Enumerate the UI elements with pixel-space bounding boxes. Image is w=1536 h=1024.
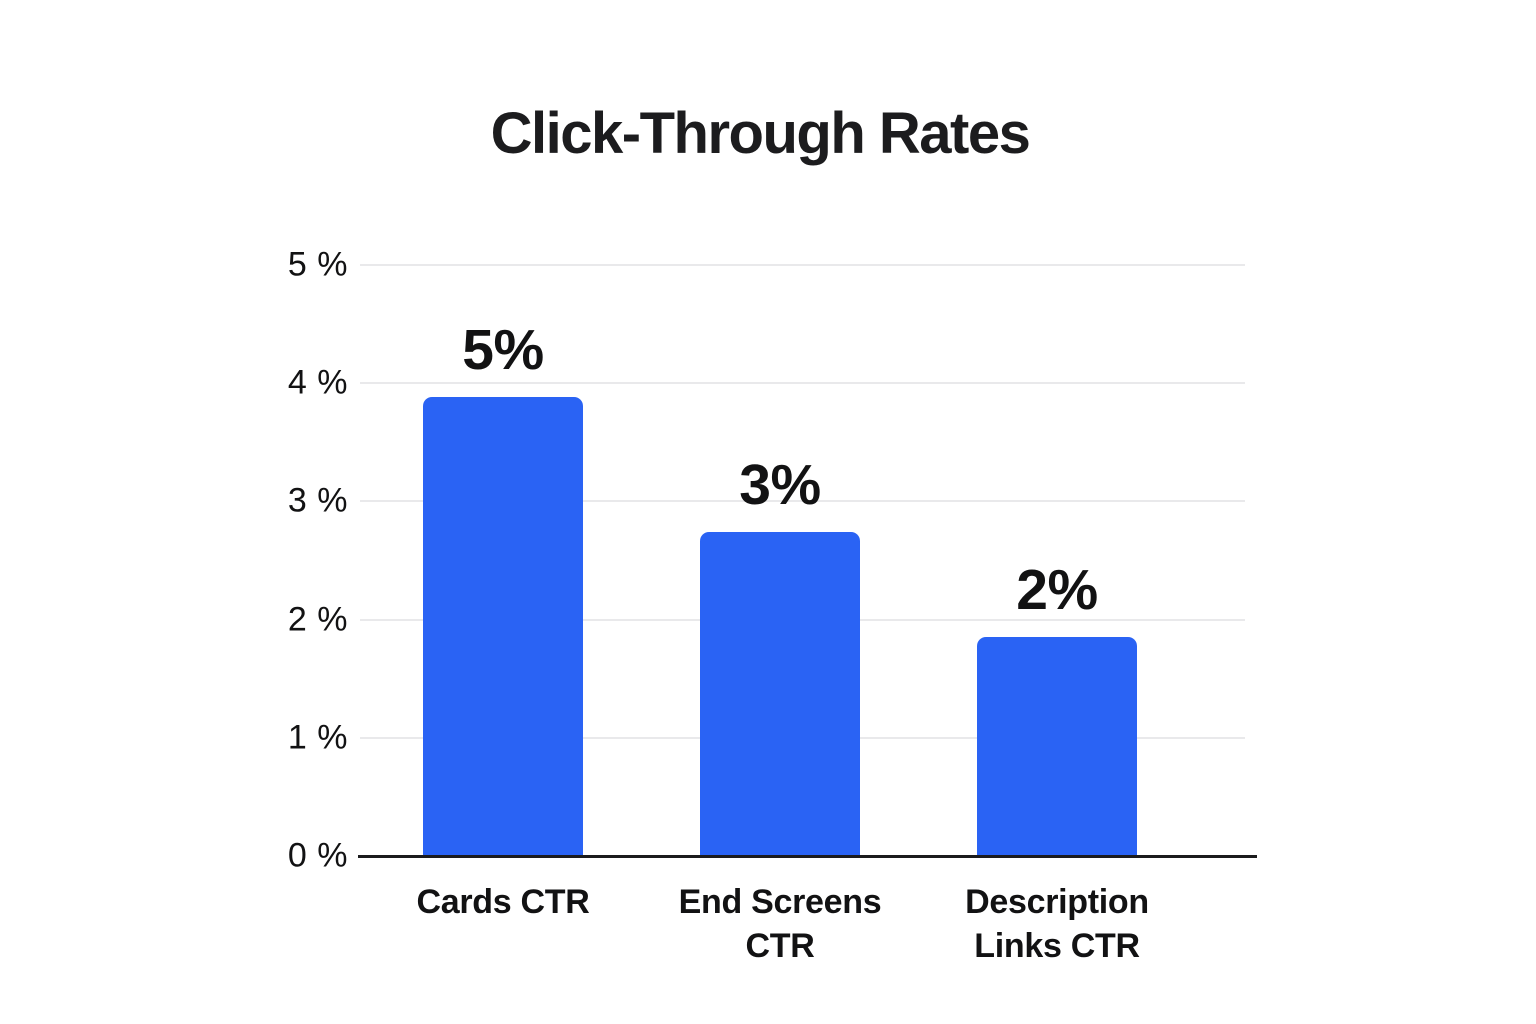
gridline-5% (360, 264, 1245, 266)
x-category-label-2: End Screens CTR (678, 883, 882, 965)
x-category-label-3: Description Links CTR (965, 883, 1149, 965)
y-tick-label-4: 4 % (287, 363, 348, 402)
gridline-3% (360, 500, 1245, 503)
y-tick-label-5: 5 % (287, 245, 348, 284)
bar-value-label-3: 2% (1016, 558, 1098, 623)
bar-value-label-1: 5% (462, 318, 544, 383)
plot-area: 5% Cards CTR 3% End Screens CTR 2% Descriptio… (358, 264, 1257, 965)
x-category-label-1: Cards CTR (416, 883, 590, 921)
x-axis-line (358, 855, 1257, 858)
y-tick-label-2: 2 % (287, 600, 348, 639)
gridline-4% (360, 382, 1245, 385)
y-tick-label-3: 3 % (287, 481, 348, 520)
y-tick-label-1: 1 % (287, 718, 348, 757)
y-tick-label-0: 0 % (287, 836, 348, 875)
bar-3 (977, 637, 1137, 856)
bar-2 (700, 532, 860, 856)
bar-1 (423, 397, 583, 856)
bar-value-label-2: 3% (739, 453, 821, 518)
chart-title: Click-Through Rates (490, 101, 1031, 166)
